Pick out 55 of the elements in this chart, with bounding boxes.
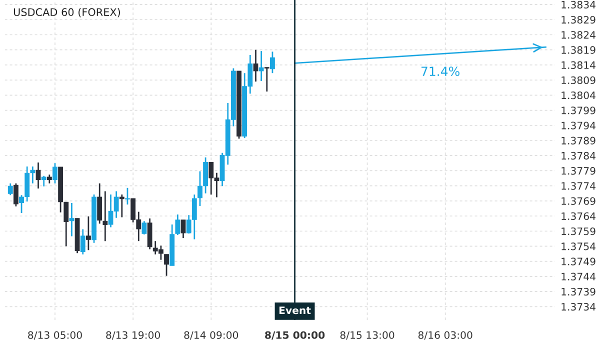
candlestick [41,175,46,188]
x-tick-label: 8/16 03:00 [418,331,472,340]
y-tick-label: 1.3794 [562,122,596,130]
candlestick [52,162,58,184]
y-tick-label: 1.3734 [562,302,596,311]
y-tick-label: 1.3769 [562,197,596,205]
candlestick [14,182,18,208]
candlestick [164,254,169,277]
y-tick-label: 1.3799 [562,106,596,114]
candlestick [80,228,86,256]
y-tick-label: 1.3759 [562,227,596,236]
candlestick [69,202,74,237]
candlestick [147,218,152,250]
y-tick-label: 1.3809 [562,76,596,84]
x-tick-label: 8/14 09:00 [184,331,238,340]
y-tick-label: 1.3764 [562,212,596,220]
y-tick-label: 1.3789 [562,136,596,144]
candlestick [253,49,258,82]
y-tick-label: 1.3754 [562,242,596,250]
candlestick [97,182,102,224]
y-tick-label: 1.3824 [562,31,596,39]
candlestick [119,194,124,218]
y-tick-label: 1.3784 [562,152,596,160]
candlestick [86,216,91,251]
y-tick-label: 1.3774 [562,182,596,190]
y-tick-label: 1.3834 [562,0,596,9]
x-tick-label: 8/13 05:00 [28,331,82,340]
candlestick [258,50,264,82]
candlestick [270,50,275,74]
y-tick-label: 1.3749 [562,258,596,266]
y-tick-label: 1.3744 [562,272,596,280]
y-tick-label: 1.3829 [562,16,596,24]
candlestick [180,219,186,239]
candlestick [198,170,202,207]
candlestick [264,66,270,92]
y-tick-label: 1.3739 [562,288,596,296]
text: USDCAD 60 (FOREX) [14,8,120,18]
y-tick-label: 1.3814 [562,61,596,69]
annotation: 71.4% [421,66,460,76]
y-tick-label: 1.3804 [562,91,596,100]
candlestick [175,214,180,236]
candlestick [36,162,41,190]
candlestick [142,220,147,236]
x-tick-label: 8/15 00:00 [265,331,325,340]
y-tick-label: 1.3779 [562,167,596,175]
candlestick [8,182,13,196]
x-tick-label: 8/13 19:00 [106,331,160,340]
y-tick-label: 1.3819 [562,46,596,54]
candlestick [102,190,108,242]
x-tick-label: 8/15 13:00 [340,331,394,340]
candlestick [125,187,130,206]
candlestick [30,166,36,184]
candlestick [203,156,208,194]
ref-line-label: Event [279,306,311,314]
candlestick [64,201,69,247]
